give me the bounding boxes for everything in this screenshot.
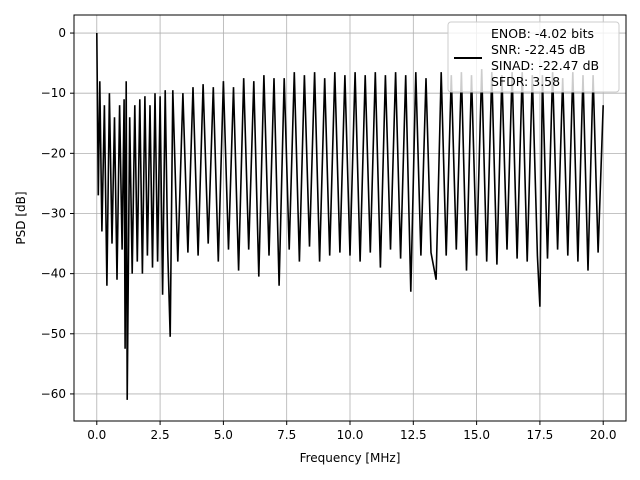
y-tick-label: −20: [41, 146, 66, 160]
legend-entry-sinad: SINAD: -22.47 dB: [491, 58, 599, 73]
y-tick-label: −50: [41, 327, 66, 341]
legend-entry-enob: ENOB: -4.02 bits: [491, 26, 594, 41]
legend-box: [447, 21, 620, 93]
x-tick-label: 15.0: [463, 428, 490, 442]
series-group: [96, 32, 604, 400]
plot-clip: [96, 32, 604, 400]
y-tick-label: −60: [41, 387, 66, 401]
y-tick-label: −40: [41, 267, 66, 281]
x-axis-ticks: 0.0 2.5 5.0 7.5 10.0 12.5 15.0 17.5 20.0: [87, 421, 617, 442]
y-axis-label: PSD [dB]: [14, 191, 28, 244]
x-tick-label: 2.5: [151, 428, 170, 442]
x-tick-label: 12.5: [400, 428, 427, 442]
y-tick-label: −10: [41, 86, 66, 100]
x-tick-label: 5.0: [214, 428, 233, 442]
legend-entry-sfdr: SFDR: 3.58: [491, 74, 560, 89]
x-tick-label: 20.0: [590, 428, 617, 442]
x-tick-label: 7.5: [277, 428, 296, 442]
y-tick-label: −30: [41, 206, 66, 220]
legend: ENOB: -4.02 bits SNR: -22.45 dB SINAD: -…: [447, 21, 620, 93]
psd-series-line: [96, 32, 604, 400]
y-tick-label: 0: [58, 26, 66, 40]
y-axis-ticks: 0 −10 −20 −30 −40 −50 −60: [41, 26, 74, 401]
grid: [74, 15, 626, 421]
legend-entry-snr: SNR: -22.45 dB: [491, 42, 586, 57]
x-tick-label: 17.5: [527, 428, 554, 442]
x-tick-label: 0.0: [87, 428, 106, 442]
x-tick-label: 10.0: [337, 428, 364, 442]
x-axis-label: Frequency [MHz]: [300, 451, 401, 465]
